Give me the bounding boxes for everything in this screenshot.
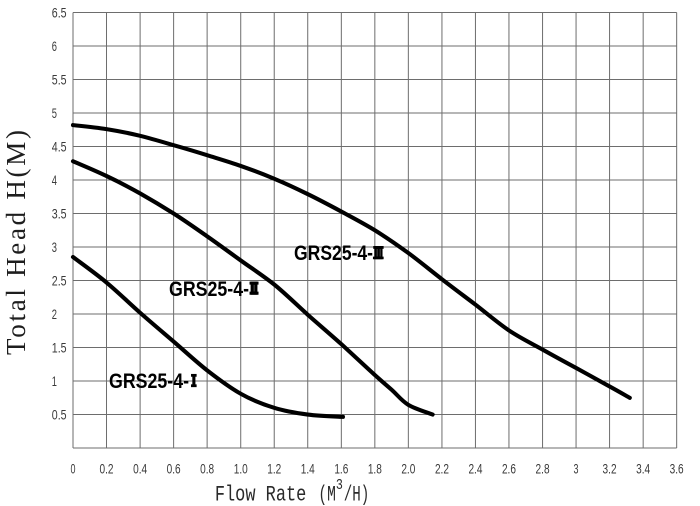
svg-text:GRS25-4-: GRS25-4-: [109, 370, 189, 393]
svg-text:3: 3: [574, 461, 579, 477]
svg-text:1.4: 1.4: [301, 461, 315, 477]
svg-text:2.0: 2.0: [401, 461, 415, 477]
svg-text:3: 3: [52, 239, 57, 255]
svg-text:1: 1: [52, 373, 57, 389]
svg-text:3.4: 3.4: [636, 461, 650, 477]
svg-text:1.6: 1.6: [334, 461, 348, 477]
svg-text:0: 0: [71, 461, 76, 477]
svg-text:0.8: 0.8: [200, 461, 214, 477]
svg-text:6.5: 6.5: [52, 4, 67, 20]
svg-text:3: 3: [336, 477, 343, 494]
svg-text:3.2: 3.2: [603, 461, 617, 477]
svg-text:3.6: 3.6: [670, 461, 684, 477]
svg-text:4.5: 4.5: [52, 138, 67, 154]
svg-text:2.8: 2.8: [536, 461, 550, 477]
svg-text:Flow Rate: Flow Rate: [215, 483, 307, 506]
svg-text:6: 6: [52, 38, 57, 54]
svg-text:3.5: 3.5: [52, 205, 67, 221]
svg-text:2.2: 2.2: [435, 461, 449, 477]
svg-text:0.5: 0.5: [52, 406, 67, 422]
svg-text:0.6: 0.6: [167, 461, 181, 477]
svg-text:(M: (M: [318, 483, 336, 506]
svg-text:4: 4: [52, 172, 57, 188]
svg-text:/H): /H): [344, 483, 370, 506]
svg-text:2.6: 2.6: [502, 461, 516, 477]
svg-text:1.0: 1.0: [234, 461, 248, 477]
svg-text:2.5: 2.5: [52, 272, 67, 288]
svg-text:0.2: 0.2: [100, 461, 114, 477]
svg-text:1.5: 1.5: [52, 339, 67, 355]
svg-text:GRS25-4-: GRS25-4-: [294, 242, 373, 265]
svg-text:5.5: 5.5: [52, 71, 67, 87]
svg-text:2.4: 2.4: [468, 461, 482, 477]
svg-text:5: 5: [52, 105, 57, 121]
svg-text:1.8: 1.8: [368, 461, 382, 477]
svg-text:GRS25-4-: GRS25-4-: [169, 278, 249, 301]
svg-text:0.4: 0.4: [133, 461, 147, 477]
svg-text:2: 2: [52, 306, 57, 322]
svg-text:1.2: 1.2: [267, 461, 281, 477]
